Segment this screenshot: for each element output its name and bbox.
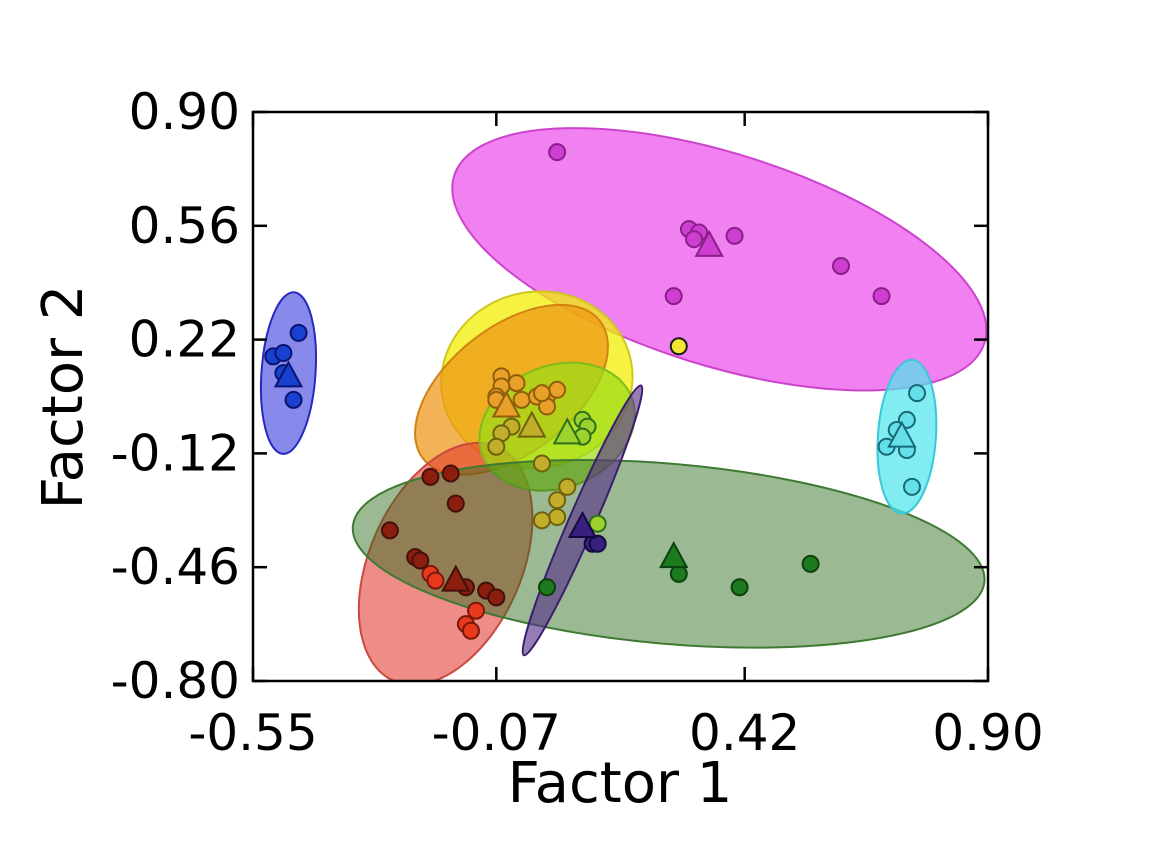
data-point [532, 454, 551, 473]
data-point [380, 521, 399, 540]
x-tick-label: 0.42 [689, 704, 800, 762]
data-point [461, 621, 480, 640]
data-point [507, 374, 526, 393]
centroid-marker-greenyellow [552, 417, 582, 445]
x-axis-label: Factor 1 [508, 751, 733, 816]
data-point [685, 230, 703, 249]
data-point [512, 390, 531, 409]
data-point [908, 384, 927, 403]
cluster-ellipse-magenta [451, 127, 988, 392]
data-point [558, 477, 577, 496]
centroid-marker-cyan [887, 420, 917, 448]
x-tick-label: 0.90 [932, 704, 1043, 762]
data-point [532, 384, 551, 403]
data-point [487, 437, 506, 456]
data-point [284, 390, 303, 409]
y-tick-label: 0.56 [129, 197, 240, 255]
data-point [411, 551, 430, 570]
data-point [548, 491, 567, 510]
data-point [274, 343, 293, 362]
cluster-points-yellow [669, 337, 688, 356]
data-point [872, 287, 891, 306]
data-point [588, 534, 607, 553]
tick-label-layer: -0.55 -0.07 0.42 0.90 0.90 0.56 0.22 -0.12 -0.46… [111, 83, 1044, 762]
data-point [487, 588, 506, 607]
data-point [548, 507, 567, 526]
cluster-points-olive [487, 410, 577, 530]
centroid-marker-darkgreen [659, 541, 689, 569]
data-point-layer [264, 143, 927, 640]
data-point [669, 564, 688, 583]
cluster-points-orange [487, 367, 567, 418]
cluster-points-greenyellow [552, 410, 607, 533]
data-point [832, 256, 850, 275]
y-axis-label: Factor 2 [31, 285, 96, 510]
cluster-points-blue [264, 323, 308, 409]
centroid-marker-blue [273, 360, 304, 388]
y-tick-label: 0.22 [129, 311, 240, 369]
data-point [426, 571, 445, 590]
data-point [902, 477, 921, 496]
cluster-points-magenta [548, 143, 891, 306]
cluster-points-cyan [877, 384, 927, 496]
cluster-points-darkgreen [538, 541, 820, 597]
y-tick-label: -0.80 [111, 652, 240, 710]
data-point [725, 226, 744, 245]
x-tick-label: -0.55 [188, 704, 317, 762]
data-point [441, 464, 460, 483]
data-point [588, 514, 607, 533]
centroid-marker-purple [567, 510, 598, 539]
data-point [532, 511, 551, 530]
data-point [548, 380, 567, 399]
y-tick-label: -0.12 [111, 424, 240, 482]
data-point [421, 467, 440, 486]
y-tick-label: -0.46 [111, 538, 240, 596]
data-point [548, 143, 567, 162]
cluster-points-purple [567, 510, 607, 553]
centroid-marker-olive [517, 410, 547, 438]
data-point [669, 337, 688, 356]
cluster-points-darkred [380, 464, 506, 607]
plot-border [251, 110, 990, 683]
data-point [801, 554, 820, 573]
data-point [467, 601, 486, 620]
cluster-points-red [421, 564, 486, 640]
data-point [289, 323, 308, 342]
tick-layer [251, 110, 990, 683]
centroid-marker-orange [491, 390, 522, 418]
data-point [538, 578, 556, 597]
data-point [730, 578, 749, 597]
centroid-marker-darkred [441, 564, 471, 592]
data-point [664, 287, 683, 306]
data-point [446, 494, 465, 513]
centroid-marker-magenta [694, 229, 724, 257]
x-tick-label: -0.07 [432, 704, 561, 762]
y-tick-label: 0.90 [129, 83, 240, 141]
